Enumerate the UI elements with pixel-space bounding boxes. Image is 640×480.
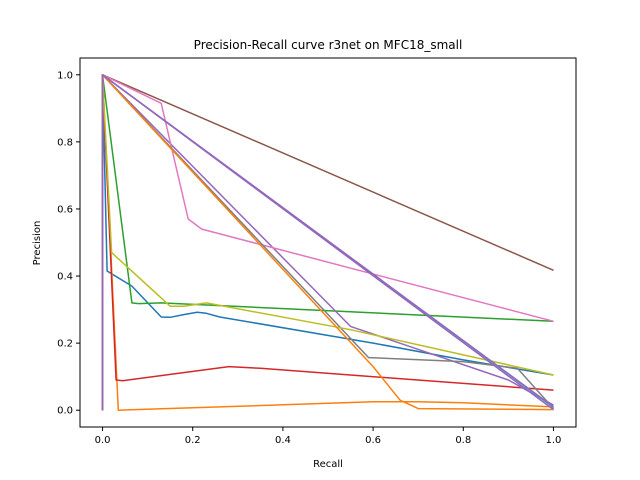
x-tick-label: 0.8 [455, 435, 471, 446]
chart-title: Precision-Recall curve r3net on MFC18_sm… [194, 38, 463, 52]
pr-curve-1 [101, 74, 554, 411]
x-tick-label: 0.4 [275, 435, 291, 446]
y-tick-label: 0.2 [57, 339, 73, 350]
pr-curve-9 [101, 74, 554, 411]
y-tick-label: 0.0 [57, 406, 73, 417]
x-tick-label: 0.2 [185, 435, 201, 446]
axes-frame [79, 57, 577, 428]
y-axis-ticks: 0.0 0.2 0.4 0.6 0.8 1.0 [57, 70, 80, 417]
y-tick-label: 0.6 [57, 204, 73, 215]
x-tick-label: 1.0 [546, 435, 562, 446]
x-tick-label: 0.6 [365, 435, 381, 446]
x-axis-ticks: 0.0 0.2 0.4 0.6 0.8 1.0 [95, 427, 562, 446]
pr-curve-13 [101, 74, 554, 411]
x-axis-label: Recall [313, 459, 343, 470]
plot-lines [101, 74, 555, 411]
y-axis-label: Precision [32, 221, 43, 266]
y-tick-label: 1.0 [57, 70, 73, 81]
x-tick-label: 0.0 [95, 435, 111, 446]
y-tick-label: 0.4 [57, 272, 73, 283]
y-tick-label: 0.8 [57, 137, 73, 148]
